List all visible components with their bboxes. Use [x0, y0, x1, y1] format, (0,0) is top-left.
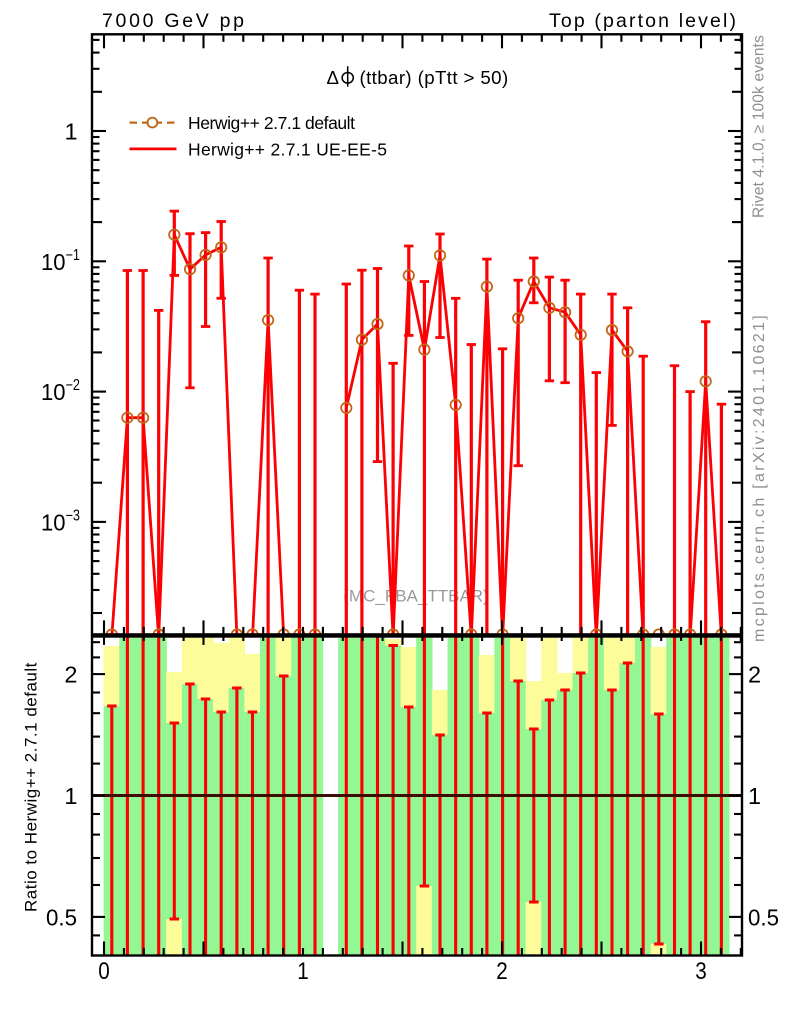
svg-text:3: 3: [695, 958, 707, 985]
svg-text:1: 1: [65, 119, 78, 145]
svg-text:Top (parton level): Top (parton level): [549, 10, 736, 32]
svg-text:10: 10: [41, 509, 66, 535]
svg-text:0.5: 0.5: [46, 904, 77, 930]
svg-text:10: 10: [41, 379, 66, 405]
svg-text:Herwig++ 2.7.1 default: Herwig++ 2.7.1 default: [188, 113, 355, 133]
svg-text:2: 2: [64, 662, 77, 688]
svg-text:1: 1: [297, 958, 309, 985]
svg-text:10: 10: [41, 249, 66, 275]
svg-text:0.5: 0.5: [748, 904, 779, 930]
svg-text:Rivet 4.1.0, ≥ 100k events: Rivet 4.1.0, ≥ 100k events: [751, 35, 768, 218]
svg-text:Herwig++ 2.7.1 UE-EE-5: Herwig++ 2.7.1 UE-EE-5: [188, 139, 387, 159]
svg-text:Δ: Δ: [327, 67, 339, 88]
svg-text:2: 2: [748, 662, 761, 688]
svg-text:(ttbar) (pTtt > 50): (ttbar) (pTtt > 50): [360, 67, 509, 88]
svg-text:2: 2: [496, 958, 508, 985]
svg-text:1: 1: [748, 783, 761, 809]
svg-text:7000 GeV pp: 7000 GeV pp: [102, 10, 244, 32]
svg-text:mcplots.cern.ch [arXiv:2401.10: mcplots.cern.ch [arXiv:2401.10621]: [751, 313, 768, 642]
svg-text:0: 0: [98, 958, 110, 985]
svg-text:−3: −3: [66, 507, 81, 524]
svg-text:1: 1: [64, 783, 77, 809]
svg-text:(MC_FBA_TTBAR): (MC_FBA_TTBAR): [343, 587, 488, 606]
svg-text:−1: −1: [66, 247, 81, 264]
svg-text:−2: −2: [66, 377, 81, 394]
svg-text:Ratio to Herwig++ 2.7.1 defaul: Ratio to Herwig++ 2.7.1 default: [22, 662, 41, 912]
